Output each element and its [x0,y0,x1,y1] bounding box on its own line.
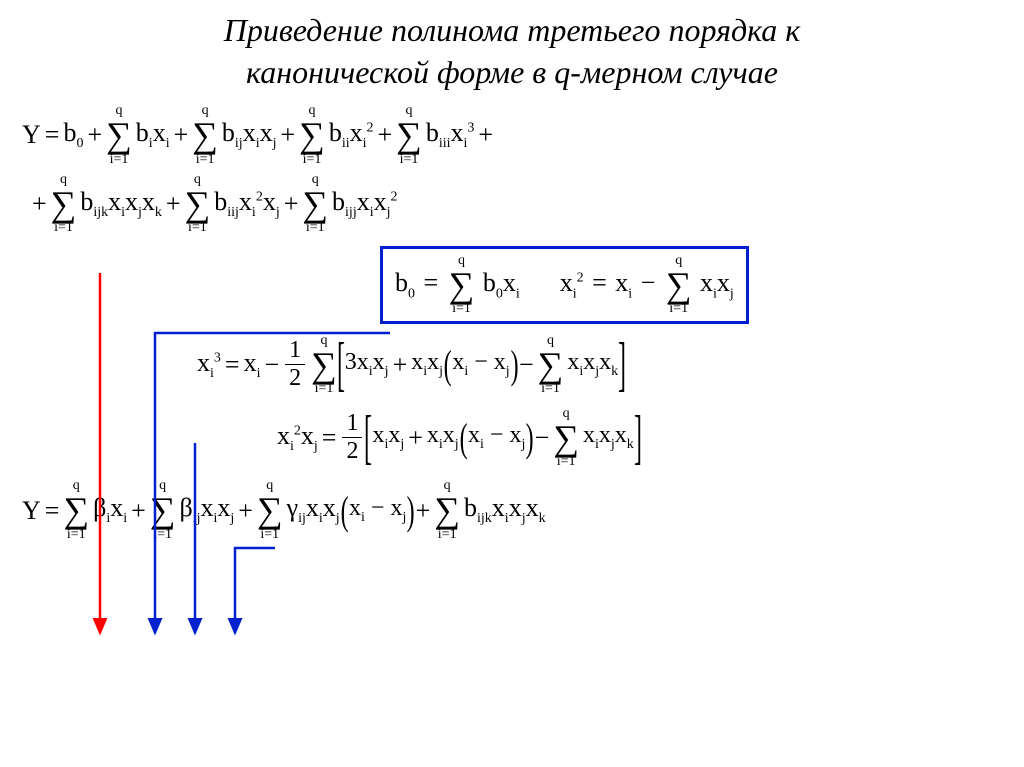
box-eq2: xi2 = xi − q ∑ i=1 xixj [560,253,734,317]
title-line-1: Приведение полинома третьего порядка к [224,12,801,48]
boxed-row: b0 = q ∑ i=1 b0xi xi2 = xi − q ∑ i=1 [380,246,1004,324]
blue-box: b0 = q ∑ i=1 b0xi xi2 = xi − q ∑ i=1 [380,246,749,324]
xi3-row: xi3 = xi − 1 2 q ∑ i=1 [ 3xixj + xixj ( … [195,330,1004,399]
lhs-Y: Y [22,120,41,150]
final-row: Y = q ∑ i=1 βixi + q ∑ i=1 βijxixj + q ∑… [20,478,1004,542]
sum-1: q ∑ i=1 [106,103,132,167]
math-area: Y = b0 + q ∑ i=1 bixi + q ∑ i=1 bijxixj … [20,103,1004,543]
blue-arrow-3 [235,548,275,633]
final-Y: Y [22,496,41,526]
title-line-2: канонической форме в q-мерном случае [246,54,778,90]
eq1-line1: Y = b0 + q ∑ i=1 bixi + q ∑ i=1 bijxixj … [20,103,1004,167]
page-title: Приведение полинома третьего порядка к к… [20,10,1004,93]
eq1-line2: + q ∑ i=1 bijkxixjxk + q ∑ i=1 biijxi2xj… [30,172,1004,236]
xi2xj-row: xi2xj = 1 2 [ xixj + xixj ( xi − xj ) − … [275,403,1004,472]
box-eq1: b0 = q ∑ i=1 b0xi [395,253,520,317]
